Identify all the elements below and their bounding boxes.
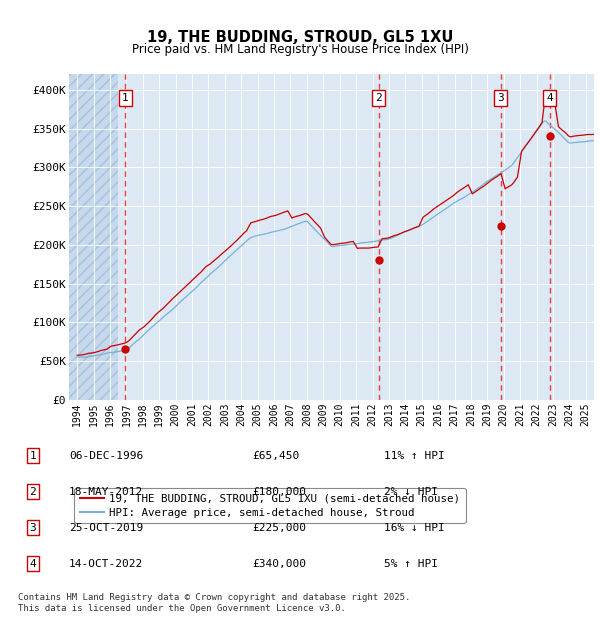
Text: 4: 4 — [29, 559, 37, 569]
Text: 18-MAY-2012: 18-MAY-2012 — [69, 487, 143, 497]
Text: 1: 1 — [122, 92, 128, 103]
Text: 19, THE BUDDING, STROUD, GL5 1XU: 19, THE BUDDING, STROUD, GL5 1XU — [147, 30, 453, 45]
Text: £225,000: £225,000 — [252, 523, 306, 533]
Text: 2: 2 — [29, 487, 37, 497]
Text: Price paid vs. HM Land Registry's House Price Index (HPI): Price paid vs. HM Land Registry's House … — [131, 43, 469, 56]
Text: 3: 3 — [29, 523, 37, 533]
Text: 1: 1 — [29, 451, 37, 461]
Text: £340,000: £340,000 — [252, 559, 306, 569]
Text: 06-DEC-1996: 06-DEC-1996 — [69, 451, 143, 461]
Text: £180,000: £180,000 — [252, 487, 306, 497]
Text: 11% ↑ HPI: 11% ↑ HPI — [384, 451, 445, 461]
Text: 16% ↓ HPI: 16% ↓ HPI — [384, 523, 445, 533]
Text: 4: 4 — [546, 92, 553, 103]
Legend: 19, THE BUDDING, STROUD, GL5 1XU (semi-detached house), HPI: Average price, semi: 19, THE BUDDING, STROUD, GL5 1XU (semi-d… — [74, 489, 466, 523]
Text: 2% ↓ HPI: 2% ↓ HPI — [384, 487, 438, 497]
Text: 5% ↑ HPI: 5% ↑ HPI — [384, 559, 438, 569]
Text: Contains HM Land Registry data © Crown copyright and database right 2025.
This d: Contains HM Land Registry data © Crown c… — [18, 593, 410, 613]
Text: 25-OCT-2019: 25-OCT-2019 — [69, 523, 143, 533]
Text: 14-OCT-2022: 14-OCT-2022 — [69, 559, 143, 569]
Text: £65,450: £65,450 — [252, 451, 299, 461]
Bar — [69, 74, 118, 400]
Text: 2: 2 — [376, 92, 382, 103]
Text: 3: 3 — [497, 92, 504, 103]
